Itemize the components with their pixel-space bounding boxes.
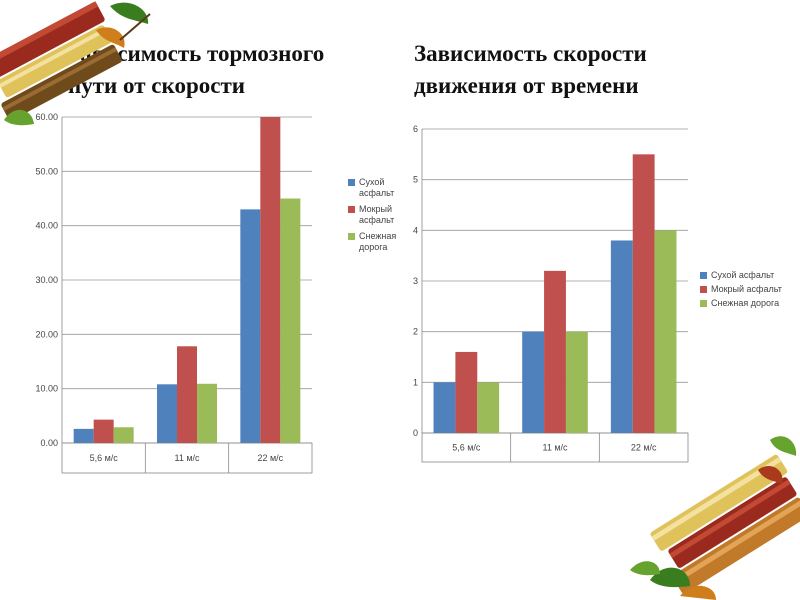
bar-сухой-асфальт-11-м-с	[522, 331, 545, 433]
x-tick-label-5-6-м-с: 5,6 м/с	[90, 453, 119, 463]
bar-снежная-дорога-22-м-с	[654, 230, 677, 433]
y-tick-label: 6	[413, 124, 418, 134]
y-tick-label: 50.00	[35, 166, 58, 176]
y-tick-label: 1	[413, 377, 418, 387]
x-tick-label-22-м-с: 22 м/с	[257, 453, 283, 463]
bar-мокрый-асфальт-11-м-с	[544, 270, 566, 433]
legend-label: Сухой	[359, 177, 384, 187]
braking-distance-bar-chart: 0.00 10.00 20.00 30.00 40.00 50.00 60.00 5,6 м/…	[35, 112, 396, 474]
bar-снежная-дорога-5-6-м-с	[113, 427, 134, 443]
legend-label: Снежная	[359, 231, 396, 241]
legend-label: Мокрый	[359, 204, 392, 214]
legend-label: Снежная дорога	[711, 298, 779, 308]
legend-label: асфальт	[359, 188, 394, 198]
y-tick-label: 30.00	[35, 275, 58, 285]
bar-снежная-дорога-22-м-с	[280, 198, 301, 443]
x-tick-label-11-м-с: 11 м/с	[542, 443, 568, 453]
legend-label: дорога	[359, 242, 387, 252]
bar-мокрый-асфальт-22-м-с	[632, 154, 655, 434]
slide-title-braking-distance: Зависимость тормозного пути от скорости	[68, 41, 325, 98]
legend-swatch-мокрый-асфальт	[348, 206, 355, 213]
bar-мокрый-асфальт-22-м-с	[260, 117, 281, 443]
x-tick-label-11-м-с: 11 м/с	[174, 453, 200, 463]
y-tick-label: 3	[413, 276, 418, 286]
bar-мокрый-асфальт-5-6-м-с	[93, 419, 114, 443]
legend-swatch-сухой-асфальт	[348, 179, 355, 186]
legend-swatch-снежная-дорога	[348, 233, 355, 240]
bar-сухой-асфальт-5-6-м-с	[433, 382, 456, 433]
bar-сухой-асфальт-22-м-с	[610, 240, 633, 433]
bar-сухой-асфальт-5-6-м-с	[73, 428, 94, 443]
y-tick-label: 40.00	[35, 221, 58, 231]
legend-swatch-мокрый-асфальт	[700, 286, 707, 293]
bar-сухой-асфальт-22-м-с	[240, 209, 261, 443]
bar-мокрый-асфальт-5-6-м-с	[455, 351, 478, 433]
bar-снежная-дорога-5-6-м-с	[477, 382, 500, 433]
legend-label: Мокрый асфальт	[711, 284, 782, 294]
y-tick-label: 0.00	[40, 438, 58, 448]
y-tick-label: 60.00	[35, 112, 58, 122]
slide-title-speed-over-time: Зависимость скорости движения от времени	[414, 41, 647, 98]
bar-снежная-дорога-11-м-с	[197, 383, 217, 443]
x-tick-label-22-м-с: 22 м/с	[631, 443, 657, 453]
stacked-books-bottom-right-icon	[630, 436, 800, 600]
y-tick-label: 2	[413, 327, 418, 337]
legend-swatch-сухой-асфальт	[700, 272, 707, 279]
bar-снежная-дорога-11-м-с	[565, 331, 588, 433]
y-tick-label: 4	[413, 225, 418, 235]
y-tick-label: 5	[413, 175, 418, 185]
legend-swatch-снежная-дорога	[700, 300, 707, 307]
x-tick-label-5-6-м-с: 5,6 м/с	[452, 443, 481, 453]
stacked-books-top-left-icon	[0, 1, 151, 126]
bar-мокрый-асфальт-11-м-с	[177, 346, 197, 443]
legend-label: Сухой асфальт	[711, 270, 774, 280]
y-tick-label: 20.00	[35, 329, 58, 339]
y-tick-label: 10.00	[35, 384, 58, 394]
bar-сухой-асфальт-11-м-с	[157, 384, 177, 443]
legend-label: асфальт	[359, 215, 394, 225]
speed-time-bar-chart: 0 1 2 3 4 5 6 5,6 м/с 11 м/с 22 м/с Сухой асфальт М…	[413, 124, 782, 463]
y-tick-label: 0	[413, 428, 418, 438]
